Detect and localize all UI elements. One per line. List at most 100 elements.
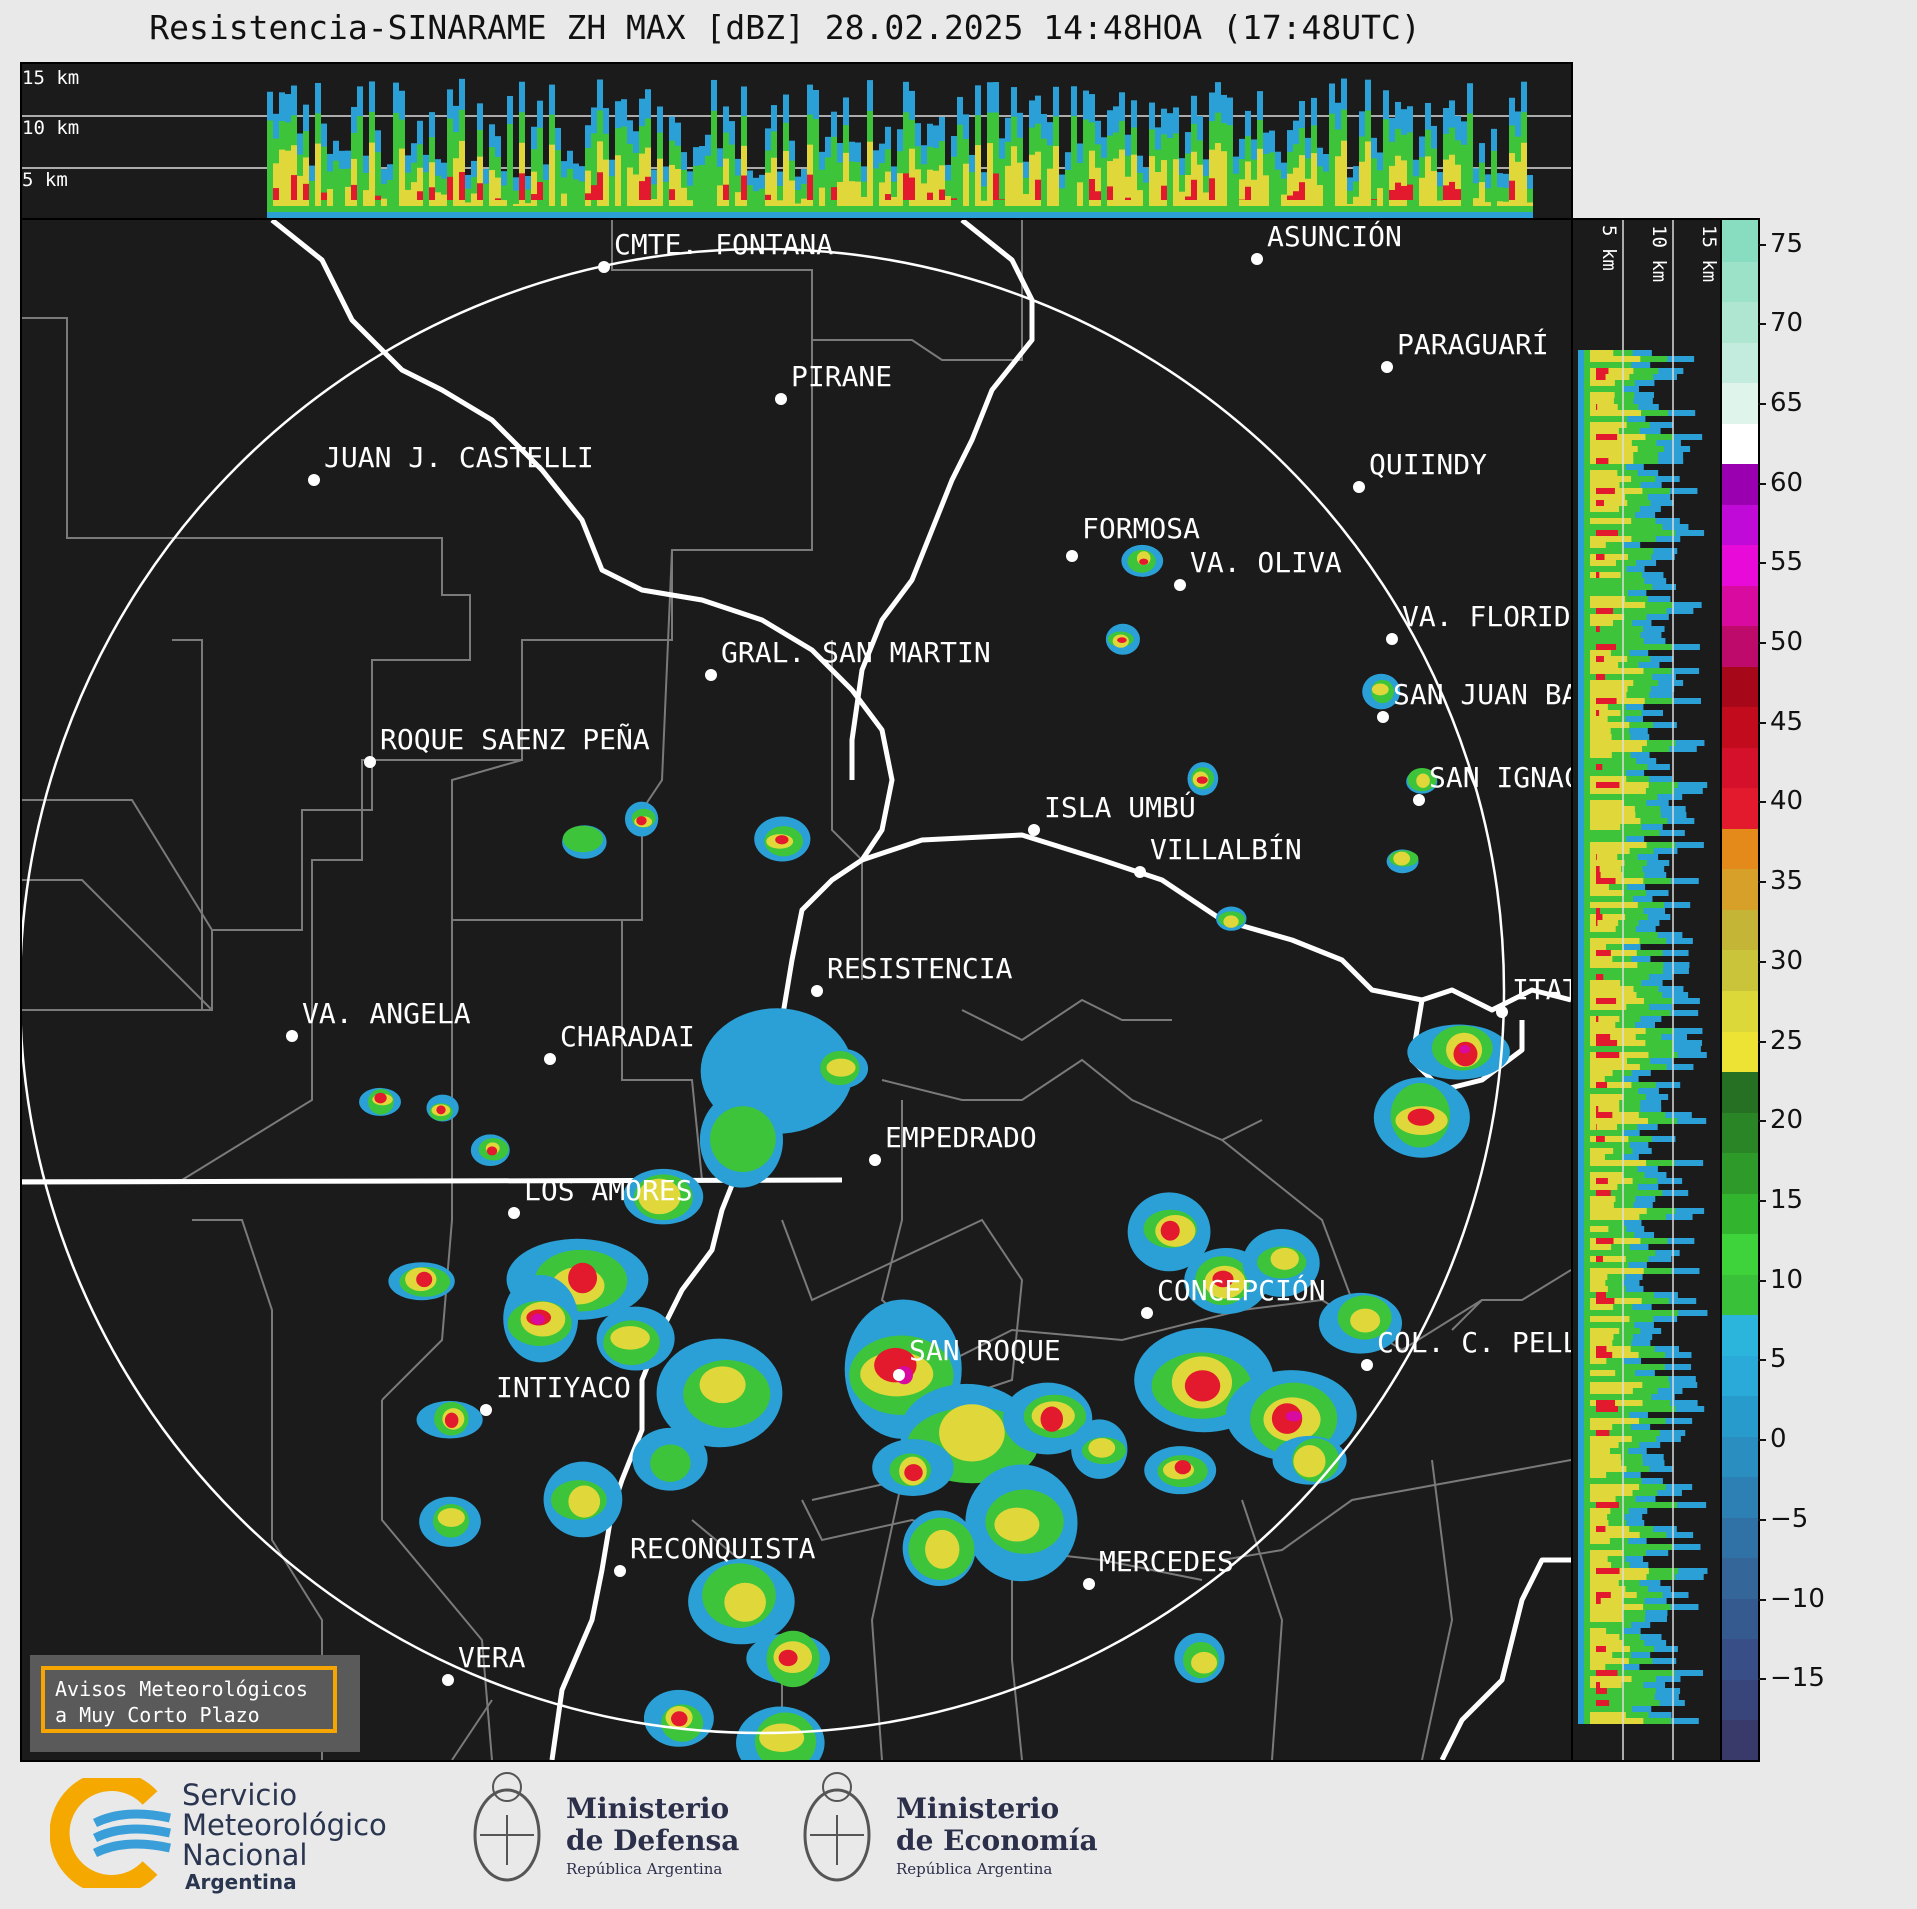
- colorbar-tick-mark: [1758, 801, 1766, 804]
- colorbar-tick-label: 30: [1770, 945, 1804, 976]
- defensa-line-3: República Argentina: [566, 1860, 723, 1878]
- echo-cell: [1407, 1108, 1435, 1126]
- city-marker: [1381, 361, 1393, 373]
- coat-of-arms-economia-icon: [800, 1765, 875, 1895]
- echo-cell: [437, 1508, 465, 1527]
- echo-cell: [1117, 637, 1127, 643]
- city-label: PARAGUARÍ: [1397, 327, 1549, 361]
- city-label: ASUNCIÓN: [1267, 220, 1402, 253]
- colorbar-tick-mark: [1758, 1678, 1766, 1681]
- colorbar-segment: [1722, 1273, 1758, 1316]
- echo-cell: [416, 1271, 433, 1288]
- colorbar-tick-label: 55: [1770, 547, 1804, 578]
- colorbar-segment: [1722, 1476, 1758, 1518]
- city-label: CHARADAI: [560, 1020, 695, 1053]
- colorbar-tick-label: 50: [1770, 627, 1804, 658]
- colorbar-segment: [1722, 1597, 1758, 1640]
- colorbar-tick-mark: [1758, 1598, 1766, 1601]
- economia-line-1: Ministerio: [896, 1792, 1060, 1825]
- colorbar-tick-mark: [1758, 1439, 1766, 1442]
- echo-cell: [444, 1412, 459, 1428]
- city-marker: [286, 1030, 298, 1042]
- colorbar-segment: [1722, 1354, 1758, 1397]
- colorbar-tick-mark: [1758, 482, 1766, 485]
- echo-cell: [1196, 776, 1208, 784]
- colorbar-tick-label: 35: [1770, 866, 1804, 897]
- colorbar-segment: [1722, 1152, 1758, 1194]
- echo-cell: [778, 1649, 798, 1667]
- economia-line-3: República Argentina: [896, 1860, 1053, 1878]
- city-label: GRAL. SAN MARTIN: [721, 636, 991, 669]
- echo-cell: [709, 1106, 776, 1172]
- city-label: PIRANE: [791, 360, 892, 393]
- colorbar-segment: [1722, 584, 1758, 627]
- echo-cell: [636, 816, 647, 826]
- echo-cell: [1459, 1044, 1470, 1054]
- colorbar-segment: [1722, 301, 1758, 343]
- radar-map[interactable]: CMTE. FONTANA ASUNCIÓN PIRANE PARAGUARÍ JUAN…: [20, 218, 1573, 1762]
- city-label: ROQUE SAENZ PEÑA: [380, 722, 650, 756]
- colorbar-tick-label: 70: [1770, 308, 1804, 339]
- city-marker: [1028, 824, 1040, 836]
- right-echo-profile: [1578, 350, 1708, 1724]
- city-marker: [1361, 1359, 1373, 1371]
- colorbar-segment: [1722, 625, 1758, 667]
- avisos-line-1: Avisos Meteorológicos: [55, 1677, 308, 1701]
- echo-cell: [724, 1582, 766, 1622]
- colorbar-segment: [1722, 1557, 1758, 1599]
- city-marker: [1377, 711, 1389, 723]
- colorbar-segment: [1722, 1435, 1758, 1478]
- city-label: SAN IGNACIO: [1429, 761, 1571, 794]
- city-label: SAN ROQUE: [909, 1334, 1061, 1367]
- smn-name-2: Meteorológico: [182, 1808, 387, 1842]
- defensa-line-2: de Defensa: [566, 1824, 740, 1857]
- echo-cell: [1174, 1460, 1192, 1475]
- city-marker: [614, 1565, 626, 1577]
- colorbar-segment: [1722, 868, 1758, 910]
- colorbar-tick-mark: [1758, 1040, 1766, 1043]
- avisos-box[interactable]: Avisos Meteorológicos a Muy Corto Plazo: [30, 1655, 360, 1752]
- colorbar-segment: [1722, 1638, 1758, 1680]
- colorbar-segment: [1722, 341, 1758, 384]
- city-marker: [442, 1674, 454, 1686]
- city-label: LOS AMORES: [524, 1174, 693, 1207]
- echo-cell: [1212, 1270, 1234, 1288]
- echo-cell: [1350, 1308, 1381, 1333]
- city-label: RECONQUISTA: [630, 1532, 816, 1565]
- colorbar-tick-label: 5: [1770, 1344, 1787, 1375]
- city-label: VILLALBÍN: [1150, 832, 1302, 866]
- colorbar-segment: [1722, 665, 1758, 708]
- city-marker: [705, 669, 717, 681]
- echo-cell: [1453, 1041, 1478, 1067]
- city-marker: [1083, 1578, 1095, 1590]
- echo-cell: [1416, 773, 1430, 788]
- colorbar-tick-label: 65: [1770, 387, 1804, 418]
- city-label: VERA: [458, 1641, 526, 1674]
- city-label: COL. C. PELLEGRINI: [1377, 1326, 1571, 1359]
- colorbar-segment: [1722, 787, 1758, 829]
- colorbar-tick-mark: [1758, 243, 1766, 246]
- city-label: VA. OLIVA: [1190, 546, 1342, 579]
- echo-cell: [650, 1444, 691, 1482]
- echo-cell: [531, 1313, 545, 1325]
- colorbar-tick-label: 0: [1770, 1424, 1787, 1455]
- colorbar-tick-label: −10: [1770, 1583, 1825, 1614]
- right-height-label-10: 10 km: [1648, 225, 1670, 282]
- colorbar-segment: [1722, 422, 1758, 465]
- echo-cell: [486, 1146, 498, 1156]
- city-label: VA. FLORIDA: [1402, 600, 1571, 633]
- city-marker: [1413, 794, 1425, 806]
- colorbar-segment: [1722, 1719, 1758, 1760]
- colorbar-segment: [1722, 1516, 1758, 1559]
- department-boundaries: [22, 220, 1571, 1760]
- echo-cell: [374, 1092, 387, 1104]
- city-marker: [1496, 1006, 1508, 1018]
- page-title: Resistencia-SINARAME ZH MAX [dBZ] 28.02.…: [149, 8, 1421, 47]
- defensa-line-1: Ministerio: [566, 1792, 730, 1825]
- colorbar-tick-mark: [1758, 562, 1766, 565]
- colorbar-tick-label: 45: [1770, 706, 1804, 737]
- colorbar-segment: [1722, 260, 1758, 303]
- economia-line-2: de Economía: [896, 1824, 1098, 1857]
- colorbar-segment: [1722, 908, 1758, 951]
- city-label: QUIINDY: [1369, 448, 1487, 481]
